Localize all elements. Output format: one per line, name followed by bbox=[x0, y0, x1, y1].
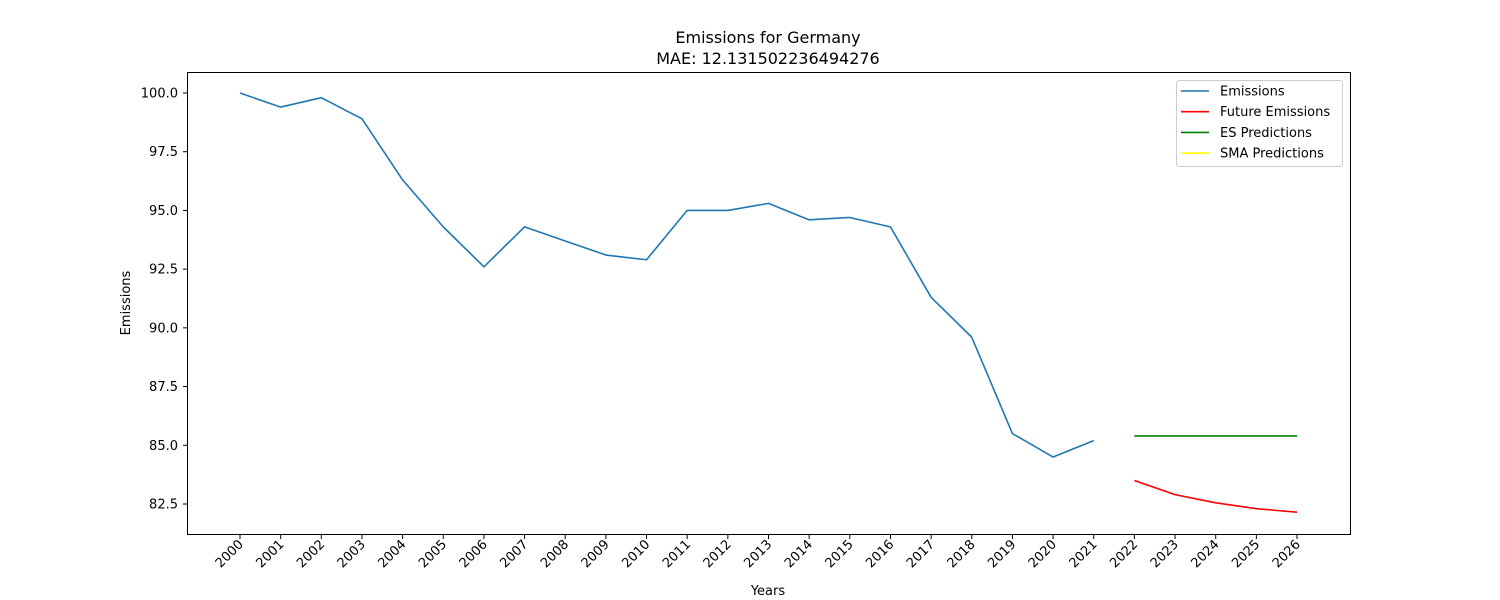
x-axis: 2000 2001 2002 2003 2004 2005 2006 2007 2008 2009… bbox=[213, 534, 1304, 571]
x-tick-label: 2001 bbox=[253, 537, 287, 571]
x-tick-label: 2021 bbox=[1067, 537, 1101, 571]
legend-entry-label: Future Emissions bbox=[1220, 105, 1330, 120]
plot-area bbox=[187, 72, 1351, 535]
y-tick-label: 87.5 bbox=[149, 380, 178, 395]
x-tick-label: 2009 bbox=[579, 537, 613, 571]
x-tick-label: 2024 bbox=[1189, 537, 1223, 571]
x-tick-label: 2003 bbox=[335, 537, 369, 571]
x-axis-label: Years bbox=[750, 584, 786, 599]
x-tick-label: 2023 bbox=[1148, 537, 1182, 571]
y-tick-label: 90.0 bbox=[149, 321, 178, 336]
legend: Emissions Future Emissions ES Predictions S… bbox=[1176, 80, 1343, 167]
legend-entry-label: SMA Predictions bbox=[1220, 147, 1324, 162]
x-tick-label: 2025 bbox=[1229, 537, 1263, 571]
y-axis-label: Emissions bbox=[119, 270, 134, 335]
y-tick-label: 95.0 bbox=[149, 204, 178, 219]
x-tick-label: 2008 bbox=[538, 537, 572, 571]
x-tick-label: 2012 bbox=[701, 537, 735, 571]
y-tick-label: 97.5 bbox=[149, 145, 178, 160]
x-tick-label: 2000 bbox=[213, 537, 247, 571]
x-tick-label: 2002 bbox=[294, 537, 328, 571]
y-tick-label: 85.0 bbox=[149, 439, 178, 454]
y-tick-label: 100.0 bbox=[141, 87, 178, 102]
x-tick-label: 2013 bbox=[741, 537, 775, 571]
x-tick-label: 2011 bbox=[660, 537, 694, 571]
series-line-future-emissions bbox=[1134, 479, 1298, 514]
x-tick-label: 2007 bbox=[497, 537, 531, 571]
x-tick-label: 2017 bbox=[904, 537, 938, 571]
legend-box bbox=[1176, 80, 1343, 167]
x-tick-label: 2005 bbox=[416, 537, 450, 571]
x-tick-label: 2016 bbox=[863, 537, 897, 571]
x-tick-label: 2019 bbox=[985, 537, 1019, 571]
x-tick-label: 2018 bbox=[945, 537, 979, 571]
chart-title: Emissions for Germany bbox=[675, 28, 860, 47]
x-tick-label: 2026 bbox=[1270, 537, 1304, 571]
x-tick-label: 2004 bbox=[375, 537, 409, 571]
series-line-emissions bbox=[239, 92, 1095, 458]
x-tick-label: 2010 bbox=[619, 537, 653, 571]
chart-subtitle: MAE: 12.131502236494276 bbox=[656, 49, 879, 68]
x-tick-label: 2014 bbox=[782, 537, 816, 571]
x-tick-label: 2022 bbox=[1107, 537, 1141, 571]
x-tick-label: 2020 bbox=[1026, 537, 1060, 571]
y-tick-label: 82.5 bbox=[149, 498, 178, 513]
y-tick-label: 92.5 bbox=[149, 263, 178, 278]
y-axis: 82.5 85.0 87.5 90.0 92.5 95.0 97.5 100.0 bbox=[141, 87, 188, 513]
x-tick-label: 2015 bbox=[823, 537, 857, 571]
legend-entry-label: Emissions bbox=[1220, 85, 1285, 100]
x-tick-label: 2006 bbox=[457, 537, 491, 571]
legend-entry-label: ES Predictions bbox=[1220, 126, 1312, 141]
series-layer bbox=[239, 92, 1298, 514]
